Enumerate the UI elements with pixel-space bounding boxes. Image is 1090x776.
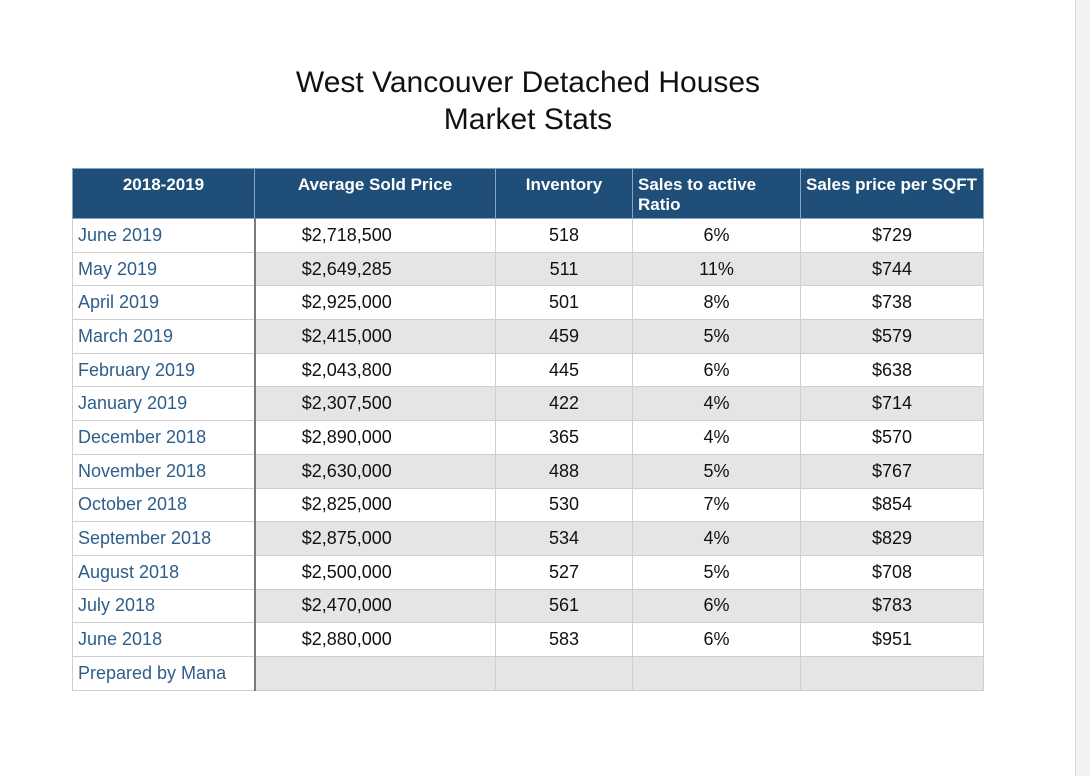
price-per-sqft-cell: $570 — [800, 420, 984, 455]
price-per-sqft-cell: $714 — [800, 386, 984, 422]
average-price-cell: $2,718,500 — [254, 218, 496, 253]
header-sales-price-per-sqft: Sales price per SQFT — [800, 168, 984, 219]
month-cell: November 2018 — [72, 453, 256, 489]
inventory-cell: 422 — [495, 386, 633, 422]
average-price-cell: $2,043,800 — [254, 352, 496, 388]
month-cell: June 2018 — [72, 622, 256, 657]
ratio-cell: 11% — [632, 251, 801, 287]
table-header-row: 2018-2019 Average Sold Price Inventory S… — [72, 168, 984, 219]
table-row: January 2019 $2,307,500 422 4% $714 — [72, 386, 984, 422]
average-price-cell: $2,925,000 — [254, 285, 496, 321]
average-price-cell: $2,630,000 — [254, 453, 496, 489]
inventory-cell: 445 — [495, 352, 633, 388]
ratio-cell: 4% — [632, 386, 801, 422]
table-row: October 2018 $2,825,000 530 7% $854 — [72, 487, 984, 523]
month-cell: February 2019 — [72, 352, 256, 388]
inventory-cell: 530 — [495, 487, 633, 523]
inventory-cell: 459 — [495, 319, 633, 354]
inventory-cell: 365 — [495, 420, 633, 455]
average-price-cell: $2,470,000 — [254, 588, 496, 624]
title-line-2: Market Stats — [443, 103, 613, 136]
empty-cell — [254, 655, 496, 691]
ratio-cell: 4% — [632, 521, 801, 556]
table-row: May 2019 $2,649,285 511 11% $744 — [72, 251, 984, 287]
page-title: West Vancouver Detached Houses Market St… — [73, 64, 983, 138]
table-row: December 2018 $2,890,000 365 4% $570 — [72, 420, 984, 455]
average-price-cell: $2,825,000 — [254, 487, 496, 523]
header-period: 2018-2019 — [72, 168, 255, 219]
ratio-cell: 8% — [632, 285, 801, 321]
price-per-sqft-cell: $829 — [800, 521, 984, 556]
inventory-cell: 534 — [495, 521, 633, 556]
table-row: September 2018 $2,875,000 534 4% $829 — [72, 521, 984, 556]
empty-cell — [495, 655, 633, 691]
ratio-cell: 6% — [632, 352, 801, 388]
average-price-cell: $2,500,000 — [254, 554, 496, 590]
inventory-cell: 518 — [495, 218, 633, 253]
empty-cell — [632, 655, 801, 691]
month-cell: May 2019 — [72, 251, 256, 287]
month-cell: January 2019 — [72, 386, 256, 422]
ratio-cell: 6% — [632, 218, 801, 253]
empty-cell — [800, 655, 984, 691]
header-inventory: Inventory — [495, 168, 633, 219]
ratio-cell: 7% — [632, 487, 801, 523]
average-price-cell: $2,307,500 — [254, 386, 496, 422]
header-sales-to-active-ratio: Sales to active Ratio — [632, 168, 801, 219]
month-cell: March 2019 — [72, 319, 256, 354]
table-row: February 2019 $2,043,800 445 6% $638 — [72, 352, 984, 388]
average-price-cell: $2,875,000 — [254, 521, 496, 556]
market-stats-table: 2018-2019 Average Sold Price Inventory S… — [72, 168, 984, 691]
month-cell: June 2019 — [72, 218, 256, 253]
inventory-cell: 511 — [495, 251, 633, 287]
month-cell: April 2019 — [72, 285, 256, 321]
page-edge — [1075, 0, 1090, 776]
average-price-cell: $2,415,000 — [254, 319, 496, 354]
prepared-by-label: Prepared by Mana — [72, 655, 256, 691]
price-per-sqft-cell: $767 — [800, 453, 984, 489]
table-row: March 2019 $2,415,000 459 5% $579 — [72, 319, 984, 354]
average-price-cell: $2,890,000 — [254, 420, 496, 455]
price-per-sqft-cell: $951 — [800, 622, 984, 657]
table-footer-row: Prepared by Mana — [72, 655, 984, 691]
table-row: April 2019 $2,925,000 501 8% $738 — [72, 285, 984, 321]
average-price-cell: $2,649,285 — [254, 251, 496, 287]
price-per-sqft-cell: $708 — [800, 554, 984, 590]
price-per-sqft-cell: $783 — [800, 588, 984, 624]
table-body: June 2019 $2,718,500 518 6% $729 May 2019 $2,6… — [72, 218, 984, 691]
month-cell: July 2018 — [72, 588, 256, 624]
price-per-sqft-cell: $638 — [800, 352, 984, 388]
table-row: June 2018 $2,880,000 583 6% $951 — [72, 622, 984, 657]
month-cell: August 2018 — [72, 554, 256, 590]
month-cell: September 2018 — [72, 521, 256, 556]
table-row: November 2018 $2,630,000 488 5% $767 — [72, 453, 984, 489]
month-cell: October 2018 — [72, 487, 256, 523]
ratio-cell: 5% — [632, 319, 801, 354]
table-row: July 2018 $2,470,000 561 6% $783 — [72, 588, 984, 624]
price-per-sqft-cell: $854 — [800, 487, 984, 523]
header-average-sold-price: Average Sold Price — [254, 168, 496, 219]
price-per-sqft-cell: $744 — [800, 251, 984, 287]
ratio-cell: 6% — [632, 588, 801, 624]
ratio-cell: 5% — [632, 554, 801, 590]
inventory-cell: 583 — [495, 622, 633, 657]
price-per-sqft-cell: $729 — [800, 218, 984, 253]
inventory-cell: 488 — [495, 453, 633, 489]
average-price-cell: $2,880,000 — [254, 622, 496, 657]
price-per-sqft-cell: $738 — [800, 285, 984, 321]
table-row: June 2019 $2,718,500 518 6% $729 — [72, 218, 984, 253]
inventory-cell: 561 — [495, 588, 633, 624]
ratio-cell: 5% — [632, 453, 801, 489]
inventory-cell: 501 — [495, 285, 633, 321]
inventory-cell: 527 — [495, 554, 633, 590]
table-row: August 2018 $2,500,000 527 5% $708 — [72, 554, 984, 590]
ratio-cell: 6% — [632, 622, 801, 657]
title-line-1: West Vancouver Detached Houses — [295, 66, 761, 99]
price-per-sqft-cell: $579 — [800, 319, 984, 354]
ratio-cell: 4% — [632, 420, 801, 455]
month-cell: December 2018 — [72, 420, 256, 455]
